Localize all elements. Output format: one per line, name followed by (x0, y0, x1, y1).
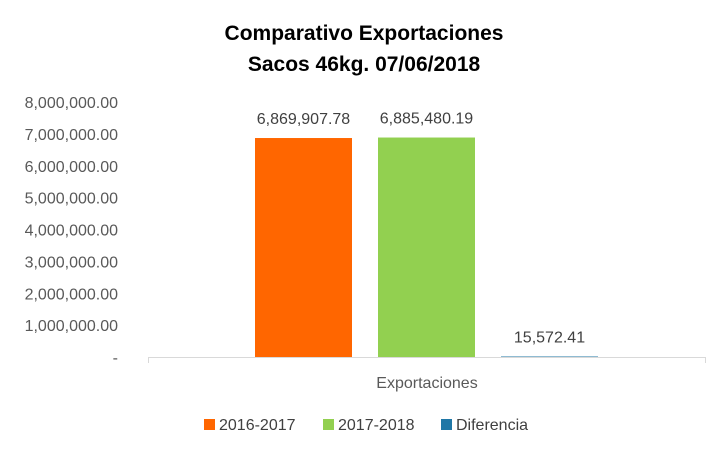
y-tick-label: 8,000,000.00 (25, 95, 119, 112)
y-tick-label: 3,000,000.00 (25, 254, 119, 271)
y-tick-label: 1,000,000.00 (25, 318, 119, 335)
bar-2017-2018 (378, 137, 475, 357)
legend-entry: Diferencia (456, 417, 528, 434)
bar-2016-2017 (255, 138, 352, 357)
y-tick-label: 6,000,000.00 (25, 159, 119, 176)
legend-swatch (441, 419, 452, 430)
chart-title-line-2: Sacos 46kg. 07/06/2018 (248, 53, 481, 76)
y-axis: - 1,000,000.00 2,000,000.00 3,000,000.00 4,0… (25, 95, 119, 367)
legend: 2016-2017 2017-2018 Diferencia (204, 417, 528, 434)
y-tick-label: 5,000,000.00 (25, 191, 119, 208)
plot-area: 6,869,907.78 6,885,480.19 15,572.41 (255, 111, 598, 358)
data-label: 6,869,907.78 (257, 111, 351, 128)
legend-swatch (204, 419, 215, 430)
chart-title: Comparativo Exportaciones Sacos 46kg. 07… (225, 22, 504, 76)
y-tick-label: 4,000,000.00 (25, 223, 119, 240)
data-label: 15,572.41 (514, 330, 585, 347)
y-tick-label: 7,000,000.00 (25, 127, 119, 144)
legend-entry: 2016-2017 (219, 417, 296, 434)
legend-entry: 2017-2018 (338, 417, 415, 434)
legend-swatch (323, 419, 334, 430)
bar-diferencia (501, 356, 598, 358)
chart-title-line-1: Comparativo Exportaciones (225, 22, 504, 45)
x-category-label: Exportaciones (376, 375, 477, 392)
x-axis: Exportaciones (148, 357, 706, 392)
y-tick-label: 2,000,000.00 (25, 286, 119, 303)
data-label: 6,885,480.19 (380, 111, 474, 128)
y-tick-label: - (113, 350, 118, 367)
